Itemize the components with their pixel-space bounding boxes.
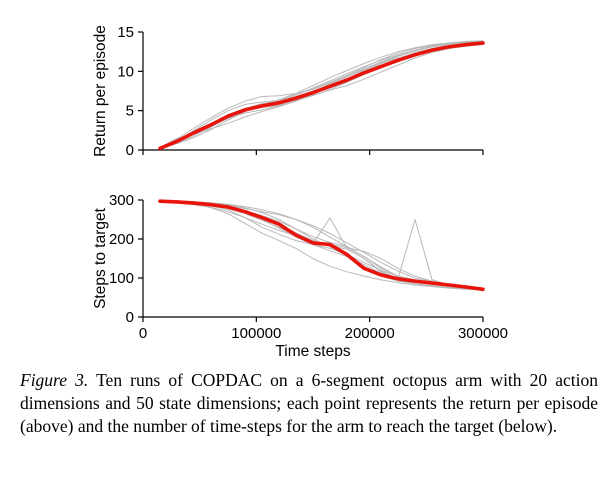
x-tick-label: 100000 bbox=[231, 325, 281, 342]
run-line bbox=[159, 44, 484, 149]
x-axis-label: Time steps bbox=[275, 343, 350, 360]
run-line bbox=[159, 40, 484, 149]
y-tick-label: 0 bbox=[126, 142, 134, 159]
figure-caption-label: Figure 3. bbox=[20, 370, 89, 390]
run-line bbox=[159, 40, 484, 150]
y-tick-label: 300 bbox=[109, 192, 134, 209]
figure: 0 5 10 15 Return per episode 0 100 200 300 0 10000… bbox=[20, 24, 598, 437]
run-line bbox=[159, 42, 484, 149]
figure-charts: 0 5 10 15 Return per episode 0 100 200 300 0 10000… bbox=[92, 24, 508, 360]
run-line bbox=[159, 40, 484, 150]
top-chart: 0 5 10 15 Return per episode bbox=[92, 24, 485, 159]
run-line bbox=[159, 201, 484, 291]
y-tick-label: 100 bbox=[109, 270, 134, 287]
mean-line bbox=[158, 199, 485, 292]
y-tick-label: 0 bbox=[126, 309, 134, 326]
run-line bbox=[159, 41, 484, 149]
run-line bbox=[159, 41, 484, 150]
y-tick-label: 15 bbox=[117, 24, 134, 41]
x-tick-label: 200000 bbox=[345, 325, 395, 342]
bottom-chart: 0 100 200 300 0 100000 200000 300000 Steps to ta… bbox=[92, 192, 508, 360]
y-axis-label: Return per episode bbox=[92, 25, 109, 157]
y-tick-label: 10 bbox=[117, 63, 134, 80]
run-line bbox=[159, 40, 484, 149]
y-axis-label: Steps to target bbox=[92, 207, 109, 309]
figure-caption-text: Ten runs of COPDAC on a 6-segment octopu… bbox=[20, 370, 598, 436]
run-line bbox=[159, 200, 484, 291]
y-tick-label: 200 bbox=[109, 231, 134, 248]
run-line bbox=[159, 43, 484, 150]
y-tick-label: 5 bbox=[126, 103, 134, 120]
x-tick-label: 0 bbox=[139, 325, 147, 342]
x-tick-label: 300000 bbox=[458, 325, 508, 342]
mean-line bbox=[158, 41, 485, 151]
run-line bbox=[159, 42, 484, 149]
figure-caption: Figure 3. Ten runs of COPDAC on a 6-segme… bbox=[20, 369, 598, 437]
